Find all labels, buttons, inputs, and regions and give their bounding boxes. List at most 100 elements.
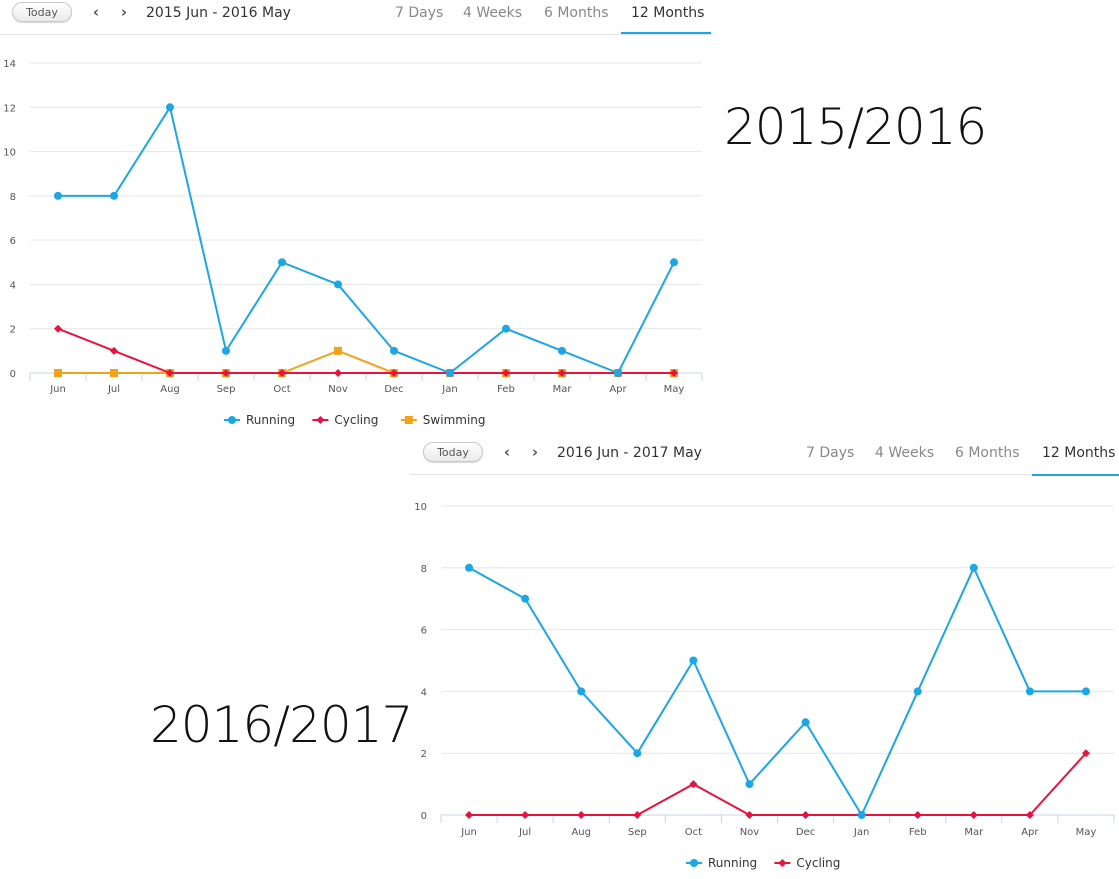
tab-6-months[interactable]: 6 Months	[955, 445, 1020, 461]
legend-marker[interactable]	[690, 859, 698, 867]
data-point[interactable]	[278, 258, 286, 267]
legend-item-running[interactable]: Running	[224, 413, 295, 427]
x-tick-label: Jul	[107, 384, 120, 395]
data-point[interactable]	[334, 369, 342, 377]
data-point[interactable]	[110, 191, 118, 200]
legend-item-cycling[interactable]: Cycling	[312, 413, 378, 427]
data-point[interactable]	[166, 103, 174, 112]
active-tab-indicator	[1032, 474, 1119, 476]
chart-panel-2016-2017: Today ‹ › 2016 Jun - 2017 May 7 Days 4 W…	[410, 440, 1119, 879]
data-point[interactable]	[857, 811, 866, 819]
y-tick-label: 4	[10, 280, 16, 291]
x-tick-label: Dec	[796, 827, 815, 838]
data-point[interactable]	[222, 346, 230, 355]
data-point[interactable]	[54, 191, 62, 200]
legend: Running Cycling Swimming	[224, 413, 486, 427]
y-tick-label: 0	[10, 369, 16, 380]
x-tick-label: May	[664, 384, 685, 395]
legend-item-cycling[interactable]: Cycling	[774, 856, 840, 870]
legend-marker[interactable]	[316, 416, 325, 424]
data-point[interactable]	[577, 811, 586, 819]
chevron-right-icon[interactable]: ›	[531, 443, 539, 461]
data-point[interactable]	[558, 346, 566, 355]
data-point[interactable]	[670, 258, 678, 267]
x-tick-label: Oct	[273, 384, 290, 395]
legend-item-swimming[interactable]: Swimming	[400, 413, 486, 427]
data-point[interactable]	[745, 780, 754, 789]
data-point[interactable]	[558, 369, 566, 377]
tab-4-weeks[interactable]: 4 Weeks	[463, 5, 523, 21]
x-tick-label: Dec	[384, 384, 403, 395]
x-tick-label: Jun	[460, 827, 477, 838]
tab-7-days[interactable]: 7 Days	[806, 445, 855, 461]
data-point[interactable]	[1081, 749, 1090, 758]
data-point[interactable]	[689, 780, 698, 789]
y-tick-label: 6	[421, 626, 427, 637]
x-tick-label: Aug	[160, 384, 180, 395]
legend-marker[interactable]	[228, 416, 236, 424]
data-point[interactable]	[745, 811, 754, 819]
tab-6-months[interactable]: 6 Months	[544, 5, 609, 21]
today-button[interactable]: Today	[12, 2, 72, 22]
data-point[interactable]	[969, 811, 978, 819]
data-point[interactable]	[54, 369, 62, 377]
y-tick-label: 0	[421, 811, 427, 822]
y-tick-label: 8	[10, 192, 16, 203]
data-point[interactable]	[1081, 687, 1090, 696]
legend-marker[interactable]	[404, 416, 413, 424]
data-point[interactable]	[633, 811, 642, 819]
legend-marker[interactable]	[778, 859, 787, 867]
data-point[interactable]	[1025, 687, 1034, 696]
data-point[interactable]	[465, 563, 474, 572]
legend-label: Swimming	[423, 413, 486, 427]
data-point[interactable]	[166, 369, 174, 377]
y-tick-label: 2	[10, 325, 16, 336]
data-point[interactable]	[446, 369, 454, 377]
data-point[interactable]	[110, 346, 118, 355]
x-tick-label: Sep	[628, 827, 647, 838]
tab-4-weeks[interactable]: 4 Weeks	[875, 445, 935, 461]
data-point[interactable]	[577, 687, 586, 696]
data-point[interactable]	[1025, 811, 1034, 819]
data-point[interactable]	[670, 369, 678, 377]
data-point[interactable]	[465, 811, 474, 819]
data-point[interactable]	[502, 324, 510, 333]
series-line	[58, 349, 674, 374]
data-point[interactable]	[689, 656, 698, 665]
y-tick-label: 10	[3, 148, 16, 159]
chevron-left-icon[interactable]: ‹	[92, 3, 100, 21]
tab-7-days[interactable]: 7 Days	[395, 5, 444, 21]
data-point[interactable]	[334, 280, 342, 289]
chevron-left-icon[interactable]: ‹	[503, 443, 511, 461]
data-point[interactable]	[614, 369, 622, 377]
data-point[interactable]	[54, 324, 62, 333]
annotation-label: 2015/2016	[724, 98, 987, 156]
data-point[interactable]	[969, 563, 978, 572]
today-button[interactable]: Today	[423, 442, 483, 462]
legend-item-running[interactable]: Running	[686, 856, 757, 870]
data-point[interactable]	[801, 718, 810, 727]
x-tick-label: Jan	[441, 384, 457, 395]
data-point[interactable]	[633, 749, 642, 758]
x-tick-label: Nov	[740, 827, 760, 838]
data-point[interactable]	[913, 687, 922, 696]
legend-label: Cycling	[796, 856, 840, 870]
y-gridlines	[30, 62, 702, 330]
data-point[interactable]	[521, 811, 530, 819]
data-point[interactable]	[278, 369, 286, 377]
data-point[interactable]	[222, 369, 230, 377]
data-point[interactable]	[334, 346, 342, 355]
data-point[interactable]	[521, 594, 530, 603]
tab-12-months[interactable]: 12 Months	[1042, 445, 1116, 461]
data-point[interactable]	[110, 369, 118, 377]
data-point[interactable]	[502, 369, 510, 377]
data-point[interactable]	[913, 811, 922, 819]
data-point[interactable]	[390, 346, 398, 355]
data-point[interactable]	[390, 369, 398, 377]
chevron-right-icon[interactable]: ›	[120, 3, 128, 21]
tab-12-months[interactable]: 12 Months	[631, 5, 705, 21]
series-cycling	[54, 324, 678, 377]
data-point[interactable]	[801, 811, 810, 819]
x-tick-label: Jul	[518, 827, 531, 838]
x-tick-label: Mar	[964, 827, 984, 838]
